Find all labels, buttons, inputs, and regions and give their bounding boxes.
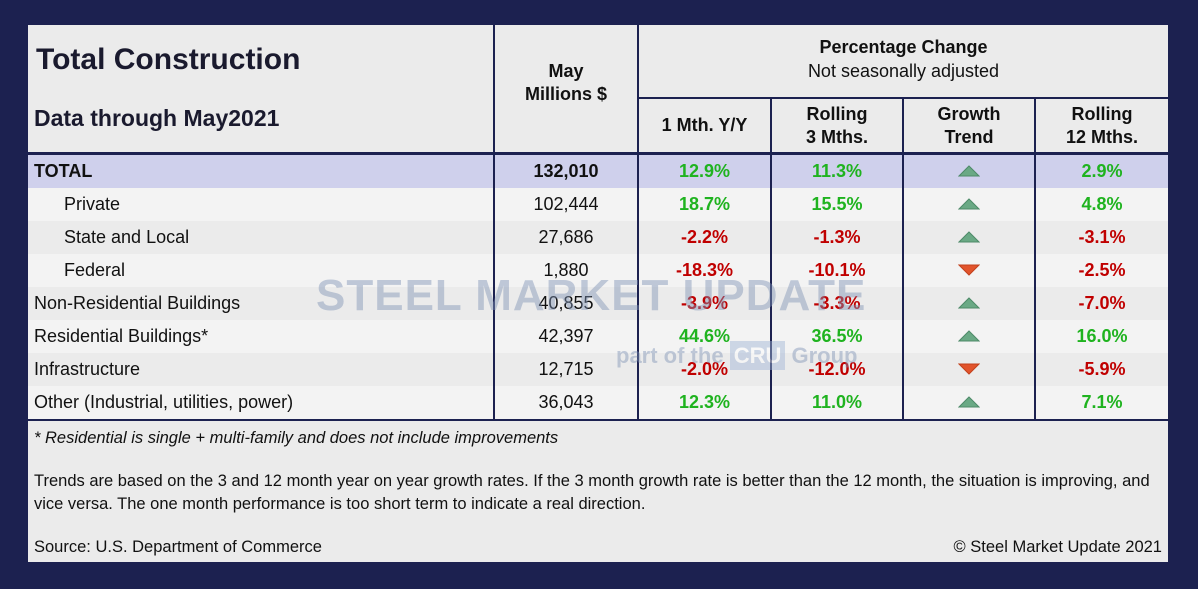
cell: 7.1% [1034,386,1168,421]
header-text: May [548,61,584,81]
cell: -5.9% [1034,353,1168,386]
header-text: Growth [937,103,1001,124]
trend-note: Trends are based on the 3 and 12 month y… [34,472,1150,513]
copyright: © Steel Market Update 2021 [953,538,1162,556]
cell: -3.9% [637,287,771,320]
source: Source: U.S. Department of Commerce [34,538,322,556]
header-text: Percentage Change [819,37,988,57]
col-header: Growth Trend [902,97,1035,155]
watermark-text: part of the [616,343,724,368]
title: Total Construction [36,43,301,76]
cell: TOTAL [34,161,93,181]
trend-cell [902,153,1035,188]
construction-table: Total Construction Data through May2021 … [28,25,1168,421]
table-row: Federal 1,880 -18.3% -10.1% -2.5% [28,254,1168,287]
cell: 12.9% [637,153,771,188]
cell: Other (Industrial, utilities, power) [28,386,494,421]
header-text: Rolling [806,103,868,124]
trend-cell [902,353,1035,386]
may-header: May Millions $ [493,25,638,155]
cell: -2.5% [1034,254,1168,287]
cell: 11.0% [770,386,903,421]
header-text: Not seasonally adjusted [807,61,1000,81]
trend-cell [902,221,1035,254]
cell: 16.0% [1034,320,1168,353]
table-row: Residential Buildings* 42,397 44.6% 36.5% 16… [28,320,1168,353]
header-text: Trend [944,126,994,147]
watermark-brand: STEEL MARKET UPDATE [316,271,867,320]
table-row: State and Local 27,686 -2.2% -1.3% -3.1% [28,221,1168,254]
header-text: Millions $ [524,84,607,104]
title-cell: Total Construction Data through May2021 [28,25,494,155]
trend-up [957,165,981,177]
cell: -18.3% [637,254,771,287]
cell: State and Local [64,227,190,247]
cell: 12.3% [637,386,771,421]
watermark-logo: CRU [729,341,786,370]
cell: 102,444 [493,188,638,221]
cell: 36,043 [493,386,638,421]
table-row: Private 102,444 18.7% 15.5% 4.8% [28,188,1168,221]
trend-cell [902,386,1035,421]
trend-cell [902,320,1035,353]
cell: 15.5% [770,188,903,221]
cell: 4.8% [1034,188,1168,221]
cell: -2.2% [637,221,771,254]
cell: 36.5% [770,320,903,353]
trend-up [957,297,981,309]
cell: -1.3% [770,221,903,254]
cell: -3.1% [1034,221,1168,254]
trend-up [957,231,981,243]
table-row: Non-Residential Buildings 40,855 -3.9% -3.3… [28,287,1168,320]
cell: Federal [64,260,126,280]
trend-up [957,198,981,210]
cell: -12.0% [770,353,903,386]
table-row: Infrastructure 12,715 -2.0% -12.0% -5.9% [28,353,1168,386]
cell: 40,855 [493,287,638,320]
header-text: 12 Mths. [1065,126,1139,147]
trend-cell [902,188,1035,221]
table-row: TOTAL 132,010 12.9% 11.3% 2.9% [28,153,1168,188]
cell: 132,010 [493,153,638,188]
panel: Total Construction Data through May2021 … [28,25,1168,562]
cell: 1,880 [493,254,638,287]
table-row: Other (Industrial, utilities, power) 36,0… [28,386,1168,421]
col-header: Rolling 3 Mths. [770,97,903,155]
header-text: Rolling [1071,103,1133,124]
col-header: Rolling 12 Mths. [1034,97,1168,155]
subtitle: Data through May2021 [34,105,280,131]
trend-cell [902,254,1035,287]
group-header: Percentage Change Not seasonally adjuste… [637,25,1168,98]
cell: 18.7% [637,188,771,221]
footnote: * Residential is single + multi-family a… [34,429,559,447]
trend-down [957,363,981,375]
trend-up [957,330,981,342]
watermark-tag: part of the CRU Group [616,341,858,370]
header-text: 3 Mths. [805,126,868,147]
cell: -10.1% [770,254,903,287]
trend-up [957,396,981,408]
table-body: TOTAL 132,010 12.9% 11.3% 2.9% Private 102,444… [28,153,1168,421]
cell: 44.6% [637,320,771,353]
header-text: 1 Mth. Y/Y [661,115,748,135]
cell: 12,715 [493,353,638,386]
watermark-text: Group [791,343,858,368]
cell: -3.3% [770,287,903,320]
cell: Non-Residential Buildings [34,293,241,313]
trend-cell [902,287,1035,320]
col-header: 1 Mth. Y/Y [637,97,771,155]
cell: 11.3% [770,153,903,188]
cell: 42,397 [493,320,638,353]
cell: Residential Buildings* [34,326,209,346]
cell: -7.0% [1034,287,1168,320]
cell: Infrastructure [34,359,141,379]
cell: 27,686 [493,221,638,254]
cell: Private [64,194,121,214]
cell: -2.0% [637,353,771,386]
cell: 2.9% [1034,153,1168,188]
trend-down [957,264,981,276]
